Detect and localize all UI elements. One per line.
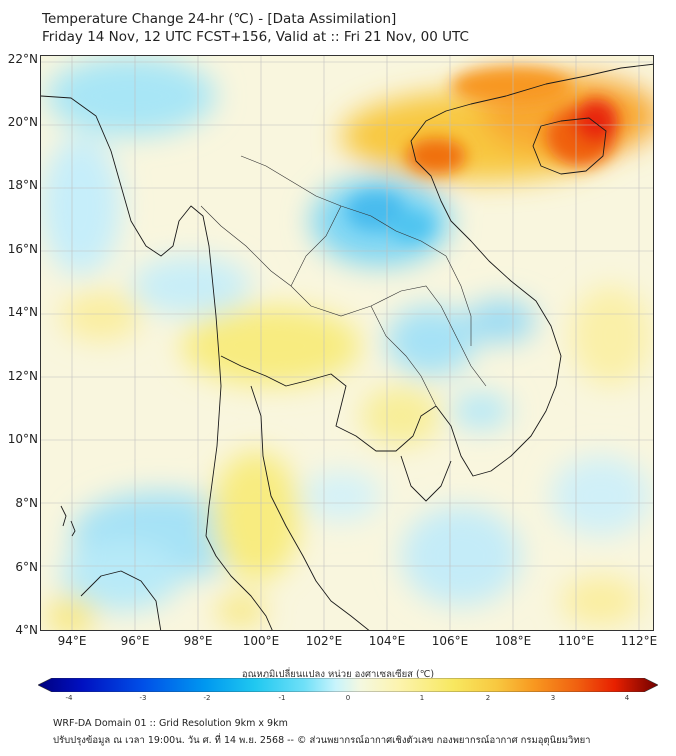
lat-label: 4°N — [15, 623, 38, 637]
lon-label: 106°E — [431, 634, 469, 648]
lat-label: 6°N — [15, 560, 38, 574]
colorbar-tick: -4 — [65, 694, 73, 702]
title-line-2: Friday 14 Nov, 12 UTC FCST+156, Valid at… — [42, 29, 469, 45]
colorbar-tick: 3 — [550, 694, 556, 702]
colorbar-tick: -2 — [203, 694, 211, 702]
lat-label: 18°N — [7, 178, 38, 192]
lon-label: 102°E — [305, 634, 343, 648]
lat-label: 14°N — [7, 305, 38, 319]
lat-label: 16°N — [7, 242, 38, 256]
colorbar-tick: 0 — [345, 694, 351, 702]
lat-label: 22°N — [7, 52, 38, 66]
graticule — [41, 56, 653, 630]
colorbar-tick: 1 — [419, 694, 425, 702]
temperature-field — [41, 56, 653, 630]
colorbar-tick: -1 — [278, 694, 286, 702]
colorbar-tick: 2 — [485, 694, 491, 702]
lat-label: 20°N — [7, 115, 38, 129]
lon-label: 112°E — [620, 634, 658, 648]
lat-label: 10°N — [7, 432, 38, 446]
coastlines — [41, 63, 653, 630]
temperature-change-map — [40, 55, 654, 631]
colorbar-tick: 4 — [624, 694, 630, 702]
lon-label: 100°E — [242, 634, 280, 648]
map-title: Temperature Change 24-hr (℃) - [Data Ass… — [42, 10, 469, 46]
footer-update-info: ปรับปรุงข้อมูล ณ เวลา 19:00น. วัน ศ. ที่… — [53, 735, 591, 746]
lon-label: 108°E — [494, 634, 532, 648]
lon-label: 104°E — [368, 634, 406, 648]
title-line-1: Temperature Change 24-hr (℃) - [Data Ass… — [42, 11, 397, 27]
lon-label: 98°E — [183, 634, 213, 648]
colorbar-tick: -3 — [139, 694, 147, 702]
lon-label: 94°E — [57, 634, 87, 648]
footer-model-info: WRF-DA Domain 01 :: Grid Resolution 9km … — [53, 718, 288, 729]
colorbar-title: อุณหภูมิเปลี่ยนแปลง หน่วย องศาเซลเซียส (… — [241, 669, 435, 680]
lon-label: 96°E — [120, 634, 150, 648]
borders — [200, 155, 487, 407]
colorbar — [38, 678, 658, 692]
lat-label: 12°N — [7, 369, 38, 383]
lat-label: 8°N — [15, 496, 38, 510]
lon-label: 110°E — [557, 634, 595, 648]
